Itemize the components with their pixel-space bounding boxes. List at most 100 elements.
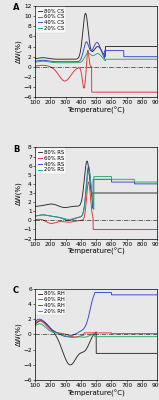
60% RH <box>88 330 90 335</box>
X-axis label: Temperature(°C): Temperature(°C) <box>67 390 125 397</box>
20% RH <box>47 327 48 332</box>
80% CS <box>69 57 71 62</box>
80% RH <box>88 341 90 346</box>
20% RS <box>118 177 120 182</box>
60% CS <box>87 48 89 53</box>
20% RS <box>34 214 36 218</box>
40% RS <box>88 164 90 169</box>
20% RS <box>132 177 134 182</box>
60% RH <box>84 330 86 335</box>
80% RH <box>132 351 134 356</box>
40% CS <box>156 54 158 59</box>
80% CS <box>85 11 86 16</box>
Y-axis label: ΔW(%): ΔW(%) <box>15 322 22 346</box>
40% CS <box>34 59 36 64</box>
Line: 40% CS: 40% CS <box>35 42 157 62</box>
60% RH <box>118 331 120 336</box>
80% CS <box>88 37 90 42</box>
20% CS <box>130 57 132 62</box>
60% RH <box>74 335 76 340</box>
40% RH <box>130 292 132 297</box>
20% CS <box>70 60 72 65</box>
40% RS <box>156 182 158 186</box>
80% RS <box>84 174 86 178</box>
80% RS <box>130 191 132 196</box>
Line: 80% RS: 80% RS <box>35 161 157 208</box>
80% CS <box>118 44 120 49</box>
40% CS <box>84 43 86 48</box>
40% CS <box>70 59 72 64</box>
Line: 60% RS: 60% RS <box>35 182 157 230</box>
20% RH <box>39 321 41 326</box>
80% RS <box>88 171 90 176</box>
60% CS <box>118 90 120 94</box>
20% RS <box>84 202 86 207</box>
60% RS <box>156 227 158 232</box>
20% RS <box>156 180 158 184</box>
80% RS <box>86 159 88 164</box>
80% RH <box>34 322 36 327</box>
20% RH <box>130 334 132 339</box>
Legend: 80% CS, 60% CS, 40% CS, 20% CS: 80% CS, 60% CS, 40% CS, 20% CS <box>36 7 66 32</box>
Line: 20% RH: 20% RH <box>35 324 157 338</box>
80% CS <box>130 44 132 49</box>
80% RH <box>118 351 120 356</box>
60% RS <box>88 180 90 184</box>
40% CS <box>86 40 87 44</box>
40% RS <box>84 202 86 206</box>
80% CS <box>34 56 36 61</box>
40% RH <box>84 325 86 330</box>
60% CS <box>83 84 85 89</box>
Y-axis label: ΔW(%): ΔW(%) <box>15 40 22 64</box>
Line: 40% RH: 40% RH <box>35 292 157 337</box>
Text: B: B <box>13 145 19 154</box>
40% CS <box>88 45 90 50</box>
40% RS <box>132 180 134 184</box>
40% RS <box>118 180 120 184</box>
60% RS <box>92 227 94 232</box>
60% CS <box>34 64 36 68</box>
60% RH <box>132 331 134 336</box>
20% RS <box>88 169 90 174</box>
20% CS <box>118 57 120 62</box>
40% RS <box>34 214 36 218</box>
60% RS <box>130 227 132 232</box>
Line: 80% CS: 80% CS <box>35 13 157 59</box>
Legend: 80% RS, 60% RS, 40% RS, 20% RS: 80% RS, 60% RS, 40% RS, 20% RS <box>36 148 66 174</box>
60% CS <box>132 90 134 94</box>
60% RH <box>39 318 41 323</box>
60% CS <box>156 90 158 94</box>
20% CS <box>88 51 90 56</box>
20% RS <box>88 169 90 174</box>
80% RS <box>118 191 120 196</box>
60% CS <box>88 56 90 60</box>
60% CS <box>47 64 48 68</box>
20% CS <box>87 50 89 55</box>
60% RS <box>83 214 85 218</box>
20% RH <box>34 324 36 328</box>
80% RS <box>34 204 36 209</box>
80% RS <box>64 205 66 210</box>
20% RS <box>47 213 48 218</box>
40% RS <box>68 218 70 223</box>
40% CS <box>130 54 132 59</box>
Line: 60% CS: 60% CS <box>35 50 157 92</box>
Line: 40% RS: 40% RS <box>35 166 157 220</box>
60% CS <box>130 90 132 94</box>
40% RH <box>88 312 90 317</box>
Legend: 80% RH, 60% RH, 40% RH, 20% RH: 80% RH, 60% RH, 40% RH, 20% RH <box>36 290 66 315</box>
20% RH <box>71 335 73 340</box>
60% RH <box>156 331 158 336</box>
80% RH <box>40 318 42 323</box>
40% CS <box>132 54 134 59</box>
80% RS <box>132 191 134 196</box>
60% RS <box>118 227 120 232</box>
60% RS <box>34 217 36 222</box>
80% CS <box>156 44 158 49</box>
X-axis label: Temperature(°C): Temperature(°C) <box>67 107 125 114</box>
80% RS <box>47 202 48 207</box>
60% RH <box>47 325 48 330</box>
20% CS <box>132 57 134 62</box>
80% RH <box>130 351 132 356</box>
80% RH <box>69 362 71 367</box>
